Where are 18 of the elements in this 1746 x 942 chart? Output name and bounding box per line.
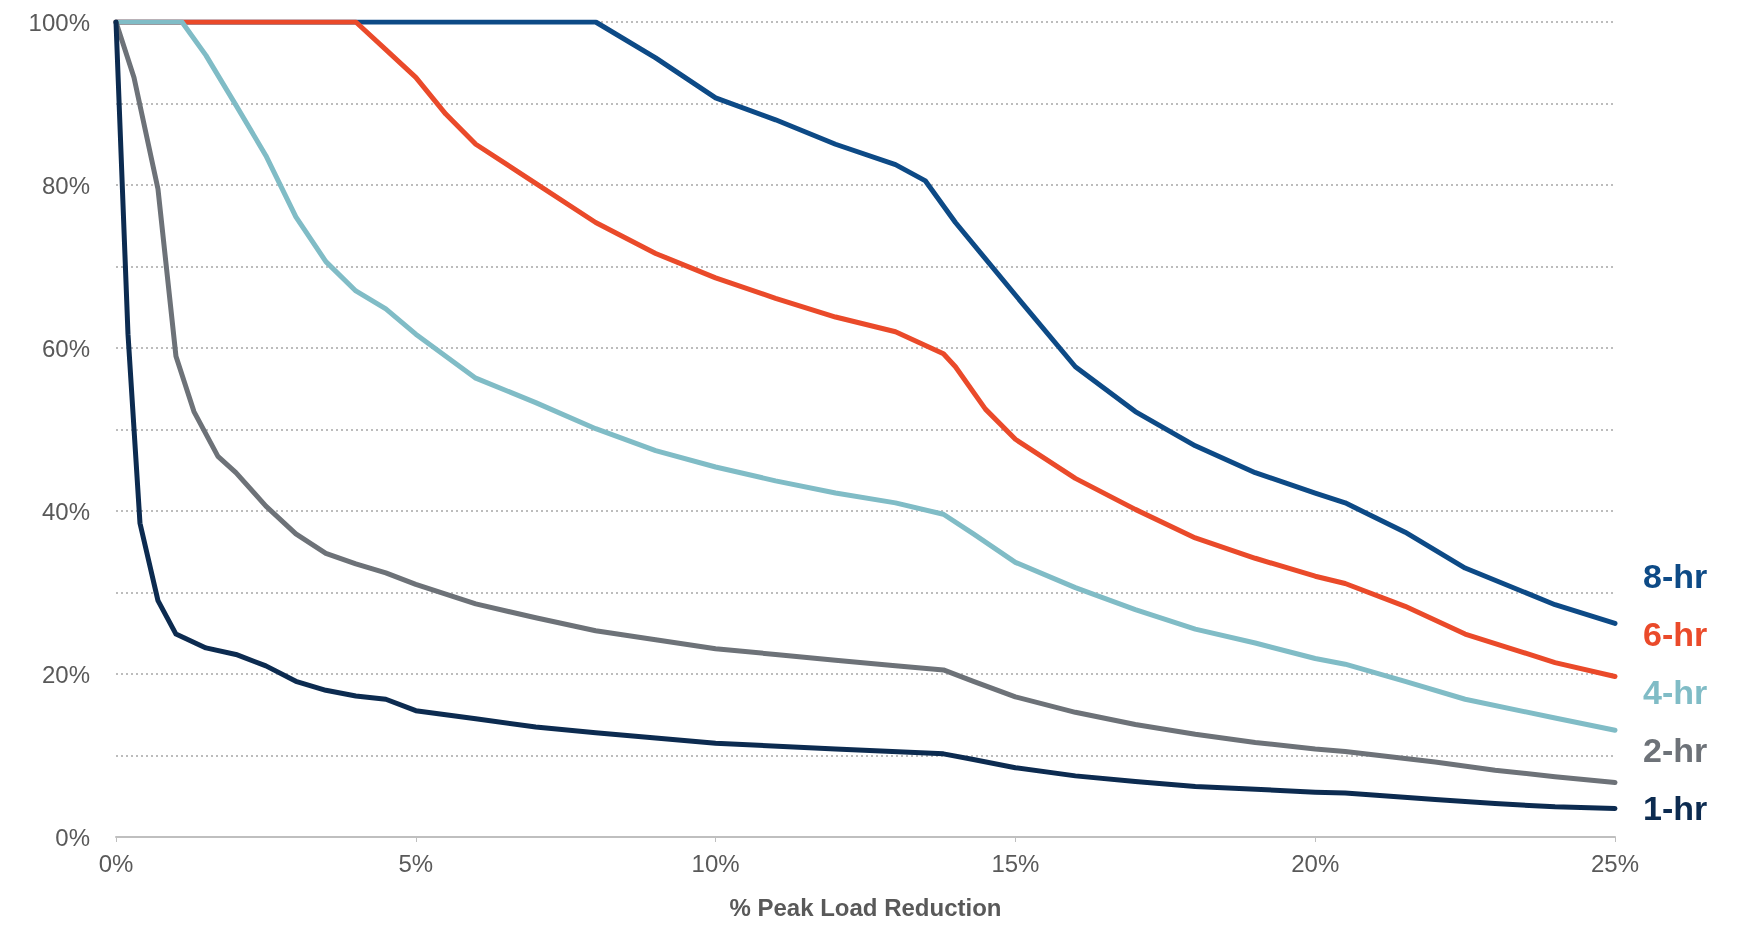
y-tick-label: 100% xyxy=(28,8,90,36)
series-label: 1-hr xyxy=(1643,789,1708,828)
y-tick-label: 0% xyxy=(55,823,90,851)
y-tick-label: 80% xyxy=(41,171,90,199)
x-tick-label: 0% xyxy=(98,849,134,877)
x-tick-label: 10% xyxy=(691,849,740,877)
x-tick-label: 20% xyxy=(1291,849,1340,877)
y-tick-label: 20% xyxy=(41,660,90,688)
x-axis-title: % Peak Load Reduction xyxy=(729,893,1002,921)
series-label: 2-hr xyxy=(1643,731,1708,770)
series-label: 4-hr xyxy=(1643,673,1708,712)
y-tick-label: 60% xyxy=(41,334,90,362)
x-tick-label: 25% xyxy=(1590,849,1640,877)
x-tick-label: 15% xyxy=(991,849,1040,877)
series-label: 8-hr xyxy=(1643,557,1708,596)
series-label: 6-hr xyxy=(1643,615,1708,654)
x-tick-label: 5% xyxy=(398,849,434,877)
y-tick-label: 40% xyxy=(41,497,90,525)
